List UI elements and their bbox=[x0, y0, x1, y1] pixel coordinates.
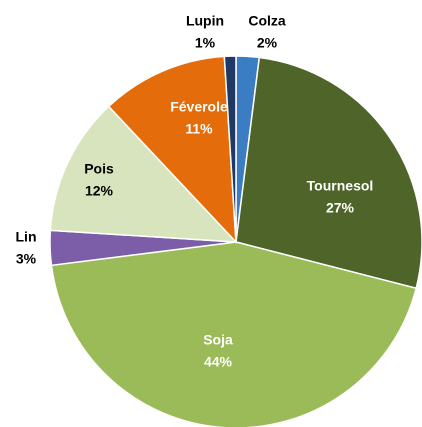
pie-slice bbox=[223, 55, 237, 243]
slice-label: Soja bbox=[203, 332, 233, 348]
slice-label: Lupin bbox=[186, 13, 224, 29]
pie-slice bbox=[50, 241, 418, 427]
slice-label: Tournesol bbox=[307, 178, 374, 194]
slice-label: Féverole bbox=[170, 99, 228, 115]
slice-value-label: 3% bbox=[16, 251, 37, 267]
pie-slice bbox=[107, 55, 237, 245]
slice-value-label: 44% bbox=[204, 354, 233, 370]
pie-slice bbox=[49, 105, 238, 243]
slice-label: Pois bbox=[84, 161, 114, 177]
slice-label: Colza bbox=[248, 13, 286, 29]
slice-value-label: 12% bbox=[85, 183, 114, 199]
slice-value-label: 2% bbox=[257, 35, 278, 51]
slice-value-label: 1% bbox=[195, 35, 216, 51]
slice-label: Lin bbox=[16, 229, 37, 245]
slice-value-label: 27% bbox=[326, 200, 355, 216]
slice-value-label: 11% bbox=[185, 121, 213, 137]
